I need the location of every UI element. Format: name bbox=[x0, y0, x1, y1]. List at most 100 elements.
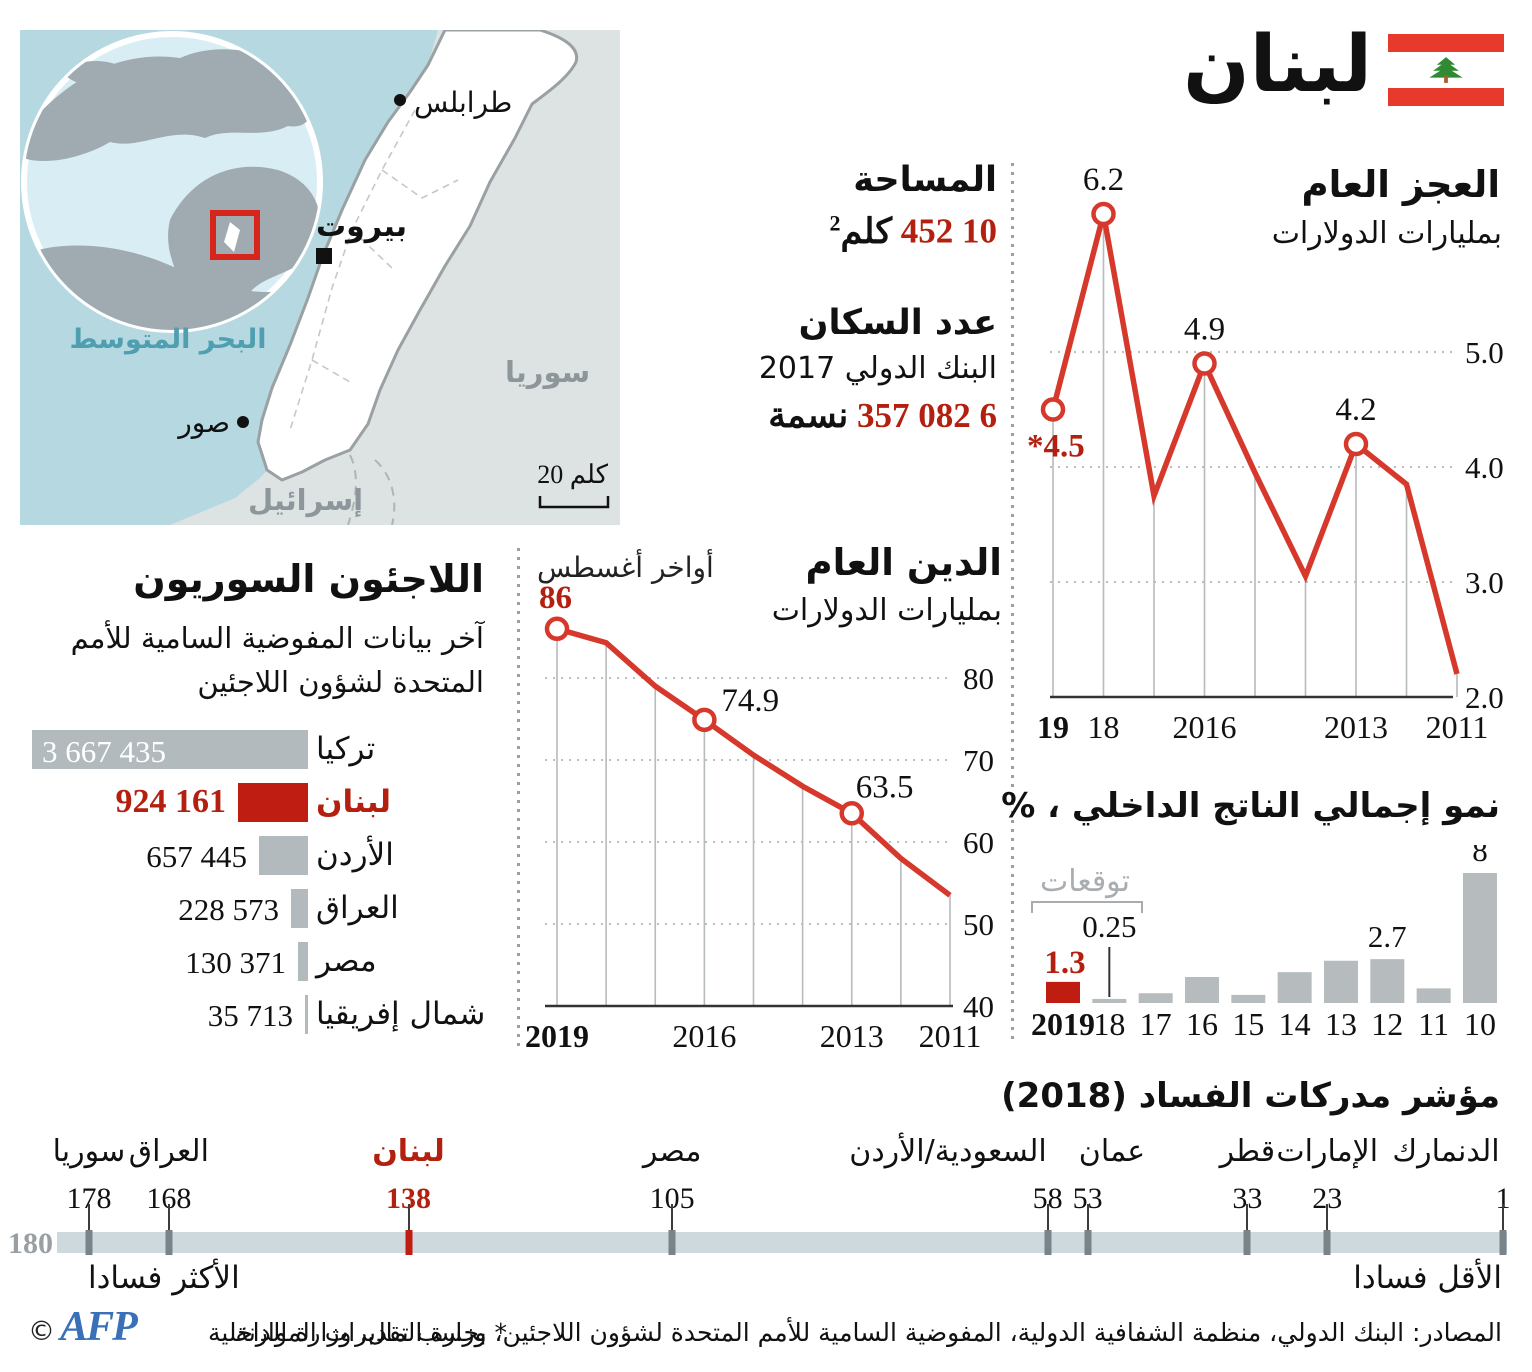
gdp-bar bbox=[1184, 977, 1219, 1003]
value-label: 86 bbox=[539, 580, 572, 616]
data-point-marker bbox=[1192, 351, 1217, 376]
data-point-marker bbox=[692, 707, 717, 733]
page-title: لبنان bbox=[1183, 20, 1372, 110]
refugees-bar-chart: تركيا 3 667 435 لبنان 924 161 الأردن 657 445 ا… bbox=[20, 555, 512, 1055]
corruption-pointer-line bbox=[671, 1204, 674, 1231]
sea-label: البحر المتوسط bbox=[70, 324, 267, 355]
gdp-bar bbox=[1277, 972, 1312, 1003]
y-axis-label: 80 bbox=[963, 661, 994, 696]
lebanon-map: البحر المتوسط طرابلس بيروت صور سوريا إسر… bbox=[20, 30, 620, 525]
corruption-most-label: الأكثر فسادا bbox=[88, 1260, 240, 1296]
corruption-country-label: لبنان bbox=[372, 1134, 445, 1169]
city-label-tyre: صور bbox=[176, 406, 230, 439]
x-axis-label: 16 bbox=[1186, 1006, 1218, 1042]
corruption-rank-label: 178 bbox=[66, 1182, 112, 1215]
gdp-bar bbox=[1092, 998, 1127, 1003]
vertical-separator bbox=[1011, 163, 1014, 1045]
tripoli-dot-icon bbox=[394, 94, 406, 106]
city-label-tripoli: طرابلس bbox=[414, 86, 512, 119]
corruption-pointer-line bbox=[1326, 1204, 1329, 1231]
x-axis-label: 18 bbox=[1088, 709, 1120, 745]
flag-white-band bbox=[1388, 52, 1504, 88]
y-axis-label: 70 bbox=[963, 743, 994, 778]
area-number: 10 452 bbox=[900, 211, 997, 251]
beirut-square-icon bbox=[316, 248, 332, 264]
disputed-borders bbox=[347, 454, 396, 525]
y-axis-label: 5.0 bbox=[1465, 335, 1504, 370]
population-number: 6 082 357 bbox=[857, 396, 997, 435]
x-axis-label: 2011 bbox=[919, 1018, 982, 1054]
corruption-country-label: الإمارات bbox=[1276, 1134, 1379, 1169]
tyre-dot-icon bbox=[237, 416, 249, 428]
population-source: البنك الدولي 2017 bbox=[758, 351, 997, 386]
flag-red-band bbox=[1388, 34, 1504, 52]
x-axis-label: 2016 bbox=[1173, 709, 1237, 745]
data-point-marker bbox=[544, 616, 570, 642]
value-label: 1.3 bbox=[1044, 945, 1085, 981]
corruption-country-label: العراق bbox=[128, 1134, 209, 1169]
refugees-title: اللاجئون السوريون bbox=[133, 557, 484, 601]
x-axis-label: 18 bbox=[1093, 1006, 1125, 1042]
x-axis-label: 2013 bbox=[1324, 709, 1388, 745]
globe-lebanon-shape bbox=[224, 222, 240, 252]
lebanon-country-shape bbox=[256, 30, 579, 482]
x-axis-label: 11 bbox=[1418, 1006, 1449, 1042]
refugee-row-label: شمال إفريقيا bbox=[316, 996, 486, 1032]
footnote-text: * بحسب تقديرات الموازنة bbox=[235, 1318, 507, 1347]
y-axis-label: 50 bbox=[963, 907, 994, 942]
city-label-beirut: بيروت bbox=[316, 209, 407, 244]
corruption-rank-label: 33 bbox=[1232, 1182, 1263, 1215]
y-axis-label: 40 bbox=[963, 989, 994, 1024]
corruption-country-label: سوريا bbox=[52, 1134, 126, 1169]
corruption-country-label: عمان bbox=[1078, 1134, 1146, 1169]
y-axis-label: 3.0 bbox=[1465, 565, 1504, 600]
value-label: 4.9 bbox=[1184, 312, 1225, 348]
corruption-rank-label: 138 bbox=[386, 1182, 432, 1215]
data-point-marker bbox=[1343, 431, 1369, 457]
corruption-rank-label: 168 bbox=[146, 1182, 192, 1215]
corruption-pointer-line bbox=[1246, 1204, 1249, 1231]
population-label: عدد السكان bbox=[798, 303, 997, 343]
admin-boundaries bbox=[289, 109, 459, 431]
refugees-subtitle: آخر بيانات المفوضية السامية للأمم bbox=[70, 621, 484, 655]
debt-line-chart: 40 50 60 70 80 2019 2016 2013 2011 86 74.9 63.5 أواخ… bbox=[525, 548, 994, 1054]
area-label: المساحة bbox=[853, 160, 997, 200]
x-axis-label: 14 bbox=[1279, 1006, 1311, 1042]
deficit-title: العجز العام bbox=[1301, 163, 1501, 206]
data-point-marker bbox=[1091, 201, 1116, 227]
population-unit: نسمة bbox=[768, 396, 849, 435]
x-axis-label: 10 bbox=[1464, 1006, 1496, 1042]
y-axis-label: 2.0 bbox=[1465, 680, 1504, 715]
gdp-bar bbox=[1323, 960, 1358, 1003]
sources-text: المصادر: البنك الدولي، منظمة الشفافية ال… bbox=[207, 1318, 1502, 1347]
corruption-least-label: الأقل فسادا bbox=[1353, 1260, 1502, 1296]
corruption-rank-label: 1 bbox=[1495, 1182, 1511, 1215]
corruption-pointer-line bbox=[87, 1204, 90, 1231]
y-axis-label: 4.0 bbox=[1465, 450, 1504, 485]
x-axis-label: 17 bbox=[1140, 1006, 1172, 1042]
population-value: 6 082 357 نسمة bbox=[768, 396, 997, 436]
chart-note: أواخر أغسطس bbox=[537, 548, 714, 584]
corruption-title: مؤشر مدركات الفساد (2018) bbox=[1001, 1076, 1500, 1116]
value-label: 4.2 bbox=[1335, 392, 1376, 428]
refugee-value: 924 161 bbox=[115, 783, 227, 820]
refugee-bar bbox=[291, 889, 308, 928]
corruption-country-label: قطر bbox=[1219, 1134, 1276, 1169]
refugee-row-label: تركيا bbox=[316, 731, 376, 767]
locator-globe bbox=[21, 31, 323, 333]
afp-logo: © AFP bbox=[28, 1306, 138, 1348]
refugee-row-label: لبنان bbox=[316, 784, 392, 820]
value-label: 6.2 bbox=[1083, 162, 1124, 198]
copyright-icon: © bbox=[28, 1316, 55, 1347]
corruption-max-label: 180 bbox=[8, 1227, 53, 1260]
value-label: 63.5 bbox=[856, 769, 914, 805]
x-axis-label: 2019 bbox=[525, 1018, 589, 1054]
corruption-pointer-line bbox=[1046, 1204, 1049, 1231]
x-axis-label: 2016 bbox=[672, 1018, 736, 1054]
area-unit: كلم2 bbox=[829, 210, 892, 251]
corruption-scale-bar bbox=[57, 1232, 1507, 1253]
value-label: 8 bbox=[1472, 845, 1488, 868]
corruption-country-label: السعودية/الأردن bbox=[849, 1134, 1047, 1169]
value-label: *4.5 bbox=[1027, 429, 1085, 465]
